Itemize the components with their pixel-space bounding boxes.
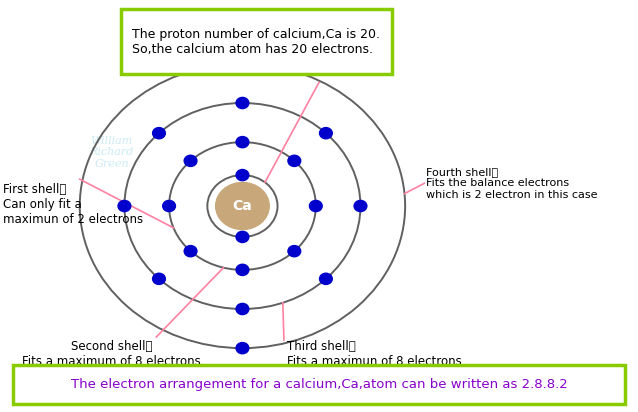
Ellipse shape [320, 128, 332, 139]
Ellipse shape [216, 183, 269, 229]
Text: Ca: Ca [233, 199, 252, 213]
Text: Second shell：
Fits a maximum of 8 electrons: Second shell： Fits a maximum of 8 electr… [22, 340, 201, 368]
Ellipse shape [152, 273, 165, 284]
Ellipse shape [309, 200, 322, 212]
Ellipse shape [236, 58, 249, 70]
Ellipse shape [236, 97, 249, 109]
Ellipse shape [184, 246, 197, 257]
Ellipse shape [152, 128, 165, 139]
Ellipse shape [288, 246, 300, 257]
Ellipse shape [118, 200, 131, 212]
Ellipse shape [288, 155, 300, 166]
FancyBboxPatch shape [121, 9, 392, 74]
Text: Fourth shell：
Fits the balance electrons
which is 2 electron in this case: Fourth shell： Fits the balance electrons… [426, 167, 598, 200]
Text: First shell：
Can only fit a
maximun of 2 electrons: First shell： Can only fit a maximun of 2… [3, 183, 144, 226]
Text: Third shell：
Fits a maximun of 8 electrons: Third shell： Fits a maximun of 8 electro… [287, 340, 462, 368]
Text: The electron arrangement for a calcium,Ca,atom can be written as 2.8.8.2: The electron arrangement for a calcium,C… [71, 378, 567, 391]
Ellipse shape [236, 231, 249, 243]
Ellipse shape [163, 200, 175, 212]
Ellipse shape [236, 136, 249, 148]
Ellipse shape [236, 303, 249, 315]
Text: The proton number of calcium,Ca is 20.
So,the calcium atom has 20 electrons.: The proton number of calcium,Ca is 20. S… [132, 28, 380, 56]
Ellipse shape [236, 264, 249, 276]
Ellipse shape [236, 342, 249, 354]
Ellipse shape [236, 169, 249, 181]
Text: Nucleus: Nucleus [325, 66, 375, 79]
FancyBboxPatch shape [13, 365, 625, 404]
Ellipse shape [320, 273, 332, 284]
Text: William
Richard
Green: William Richard Green [89, 136, 134, 169]
Ellipse shape [184, 155, 197, 166]
Ellipse shape [354, 200, 367, 212]
